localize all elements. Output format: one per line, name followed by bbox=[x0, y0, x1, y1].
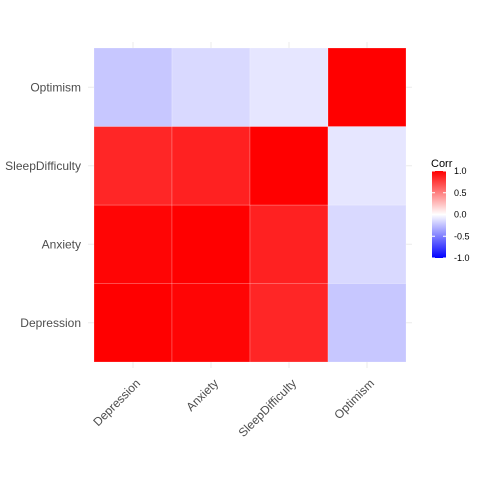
legend-tick-label: 1.0 bbox=[454, 166, 467, 176]
y-tick-label: Depression bbox=[20, 316, 81, 330]
heatmap-cell bbox=[171, 47, 251, 127]
legend-tick-label: -1.0 bbox=[454, 253, 470, 263]
y-tick-label: SleepDifficulty bbox=[5, 159, 81, 173]
heatmap-cell bbox=[249, 283, 329, 363]
x-tick-labels: Depression Anxiety SleepDifficulty Optimism bbox=[90, 376, 377, 440]
heatmap-cell bbox=[171, 204, 251, 284]
color-legend: Corr 1.0 0.5 0.0 -0.5 -1.0 bbox=[431, 158, 470, 263]
heatmap-cell bbox=[93, 126, 173, 206]
heatmap-cell bbox=[249, 204, 329, 284]
heatmap-cell bbox=[327, 283, 407, 363]
heatmap-cell bbox=[327, 126, 407, 206]
heatmap-cell bbox=[327, 47, 407, 127]
heatmap-cell bbox=[93, 47, 173, 127]
legend-tick-label: 0.5 bbox=[454, 188, 467, 198]
legend-tick-label: -0.5 bbox=[454, 231, 470, 241]
x-tick-label: SleepDifficulty bbox=[236, 376, 300, 440]
y-tick-label: Anxiety bbox=[42, 237, 81, 251]
heatmap-cell bbox=[171, 283, 251, 363]
y-tick-labels: Depression Anxiety SleepDifficulty Optimism bbox=[5, 80, 81, 330]
heatmap-cell bbox=[249, 126, 329, 206]
heatmap-cell bbox=[171, 126, 251, 206]
heatmap-cell bbox=[93, 204, 173, 284]
x-tick-label: Depression bbox=[90, 376, 143, 429]
heatmap-cell bbox=[93, 283, 173, 363]
legend-title: Corr bbox=[431, 158, 453, 170]
heatmap-cell bbox=[249, 47, 329, 127]
heatmap-cells bbox=[93, 47, 407, 363]
x-tick-label: Optimism bbox=[331, 376, 377, 422]
heatmap-cell bbox=[327, 204, 407, 284]
legend-tick-label: 0.0 bbox=[454, 210, 467, 220]
x-tick-label: Anxiety bbox=[183, 376, 221, 414]
legend-colorbar bbox=[432, 171, 446, 258]
y-tick-label: Optimism bbox=[30, 80, 81, 94]
